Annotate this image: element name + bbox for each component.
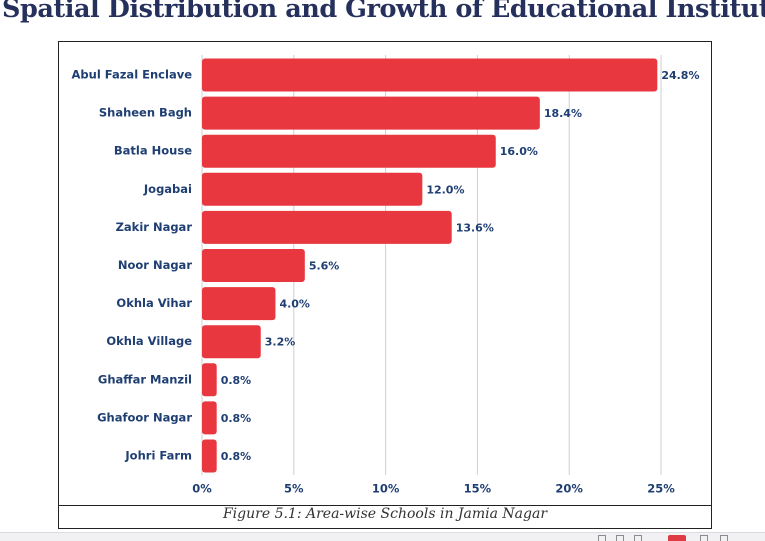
bar: [202, 325, 261, 359]
bar: [202, 401, 217, 435]
bar: [202, 58, 658, 92]
tick-layer: 0% 5% 10% 15% 20% 25%: [192, 482, 675, 496]
value-label: 5.6%: [309, 260, 340, 273]
label-layer: Abul Fazal Enclave 24.8% Shaheen Bagh 18.4%…: [72, 68, 700, 464]
x-tick-label: 15%: [464, 482, 492, 496]
category-label: Noor Nagar: [118, 258, 192, 272]
page-view-icon[interactable]: [598, 535, 606, 541]
category-label: Okhla Vihar: [116, 296, 192, 310]
record-icon[interactable]: [668, 535, 686, 541]
bar: [202, 287, 276, 321]
value-label: 13.6%: [456, 221, 494, 234]
page-title: Spatial Distribution and Growth of Educa…: [2, 0, 765, 24]
expand-icon[interactable]: [700, 535, 708, 541]
x-tick-label: 20%: [555, 482, 583, 496]
x-tick-label: 0%: [192, 482, 212, 496]
figure-caption: Figure 5.1: Area-wise Schools in Jamia N…: [222, 506, 548, 522]
bar: [202, 172, 423, 206]
bar: [202, 134, 496, 168]
category-label: Jogabai: [143, 182, 192, 196]
bar: [202, 249, 305, 282]
fullscreen-icon[interactable]: [720, 535, 728, 541]
category-label: Ghafoor Nagar: [97, 410, 192, 424]
value-label: 0.8%: [221, 412, 252, 425]
bar: [202, 439, 217, 473]
bar: [202, 210, 452, 244]
value-label: 0.8%: [221, 374, 252, 387]
caption-divider: [58, 505, 712, 506]
figure-frame: [58, 41, 712, 529]
grid-view-icon[interactable]: [616, 535, 624, 541]
category-label: Ghaffar Manzil: [98, 372, 192, 386]
category-label: Okhla Village: [106, 334, 192, 348]
x-tick-label: 25%: [647, 482, 675, 496]
value-label: 16.0%: [500, 145, 538, 158]
category-label: Shaheen Bagh: [99, 106, 192, 120]
category-label: Abul Fazal Enclave: [72, 68, 193, 82]
bar-layer: [202, 58, 658, 473]
value-label: 4.0%: [279, 298, 310, 311]
bar: [202, 363, 217, 397]
value-label: 24.8%: [661, 69, 699, 82]
category-label: Zakir Nagar: [116, 220, 193, 234]
split-view-icon[interactable]: [634, 535, 642, 541]
value-label: 18.4%: [544, 107, 582, 120]
value-label: 0.8%: [221, 450, 252, 463]
category-label: Batla House: [114, 144, 192, 158]
viewer-toolbar-strip: [0, 532, 765, 541]
bar: [202, 96, 540, 130]
x-tick-label: 5%: [284, 482, 304, 496]
category-label: Johri Farm: [124, 449, 192, 463]
x-tick-label: 10%: [372, 482, 400, 496]
value-label: 12.0%: [426, 183, 464, 196]
value-label: 3.2%: [265, 336, 296, 349]
